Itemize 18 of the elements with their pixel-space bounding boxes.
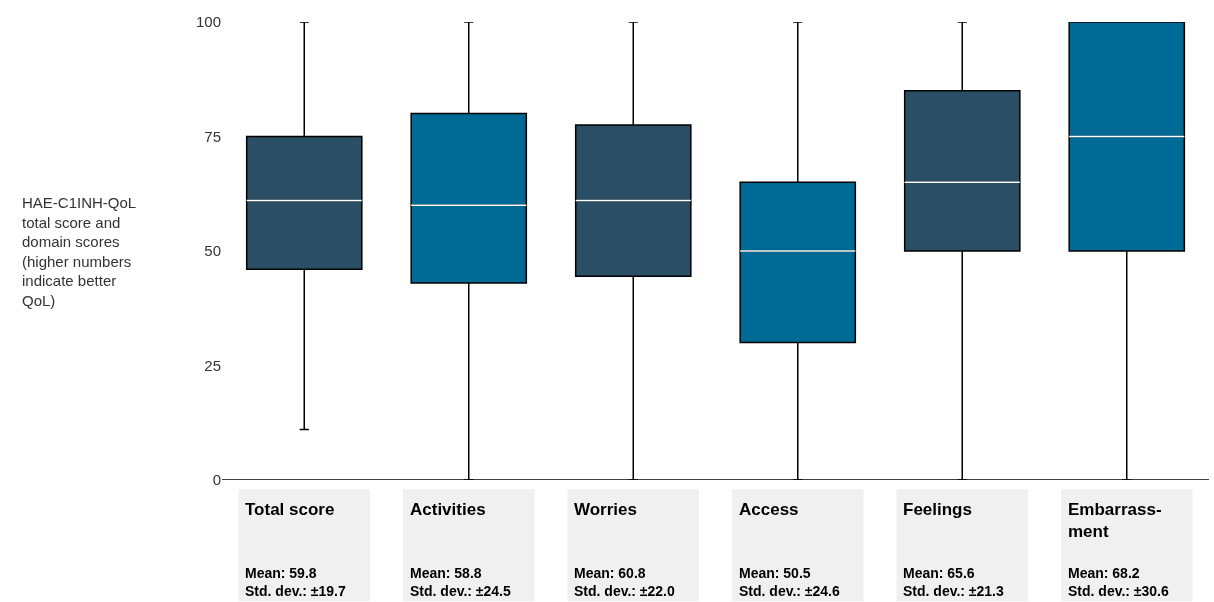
y-tick-label: 50 [204,242,221,260]
y-tick-label: 100 [195,13,221,31]
x-tick-label: Worries [574,500,637,519]
text: Mean: 68.2 Std. dev.: ±30.6 [1068,565,1169,600]
x-tick-label: Total score [245,500,335,519]
text: Mean: 58.8 Std. dev.: ±24.5 [410,565,511,600]
y-tick-label: 75 [204,127,221,145]
text: Mean: 65.6 Std. dev.: ±21.3 [903,565,1004,600]
x-tick-label: Access [739,500,799,519]
text: Mean: 50.5 Std. dev.: ±24.6 [739,565,840,600]
x-tick-label: Feelings [903,500,972,519]
text: Mean: 59.8 Std. dev.: ±19.7 [245,565,346,600]
y-axis-title: HAE-C1INH-QoL total score and domain scores (higher numbers indicate better QoL) [22,194,137,309]
y-tick-label: 0 [212,471,221,489]
text: Mean: 60.8 Std. dev.: ±22.0 [574,565,675,600]
x-tick-label: Activities [410,500,486,519]
x-tick-label: Embarrass- ment [1068,500,1162,542]
y-tick-label: 25 [204,356,221,374]
